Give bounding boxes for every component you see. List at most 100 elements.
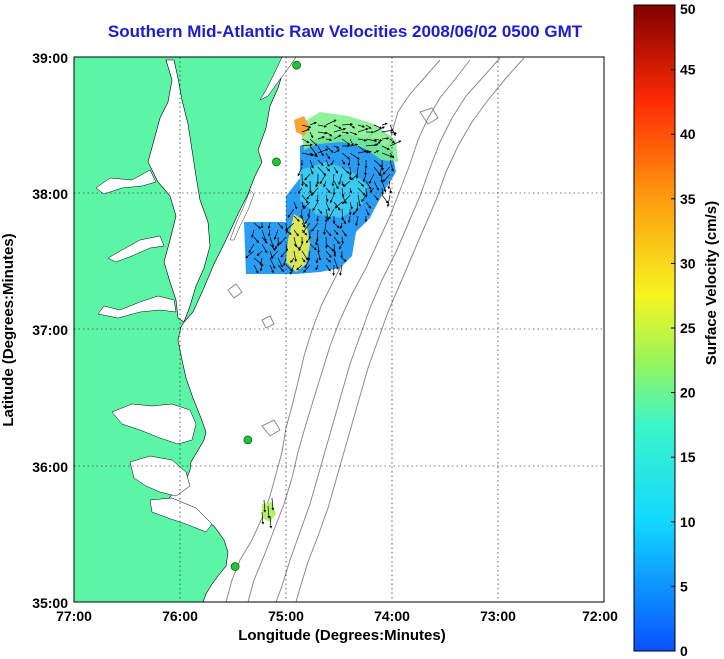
velocity-arrow	[389, 140, 402, 147]
velocity-arrow	[270, 250, 279, 259]
velocity-arrow	[300, 208, 303, 219]
albemarle-sound	[111, 403, 197, 445]
velocity-field-orange	[294, 116, 310, 136]
velocity-arrow	[304, 215, 311, 225]
velocity-arrow	[373, 194, 379, 201]
velocity-arrow	[269, 515, 273, 529]
plot-frame	[73, 56, 605, 603]
velocity-arrow	[301, 180, 308, 187]
velocity-arrow	[301, 257, 306, 263]
velocity-arrow	[325, 236, 328, 249]
grid	[74, 57, 604, 602]
velocity-arrow	[333, 257, 339, 270]
velocity-arrow	[325, 250, 332, 258]
radar-station-marker	[243, 435, 253, 445]
velocity-field-green	[300, 112, 398, 162]
velocity-arrow	[381, 159, 384, 171]
velocity-arrow	[311, 222, 319, 232]
velocity-arrow	[373, 126, 385, 133]
velocity-arrow	[315, 264, 319, 271]
velocity-arrow	[365, 208, 370, 216]
velocity-arrow	[316, 215, 320, 222]
velocity-arrow	[317, 166, 326, 176]
velocity-arrow	[365, 180, 372, 190]
x-tick-label: 76:00	[162, 608, 198, 624]
velocity-arrow	[302, 222, 311, 234]
velocity-arrow	[301, 138, 310, 143]
velocity-arrow	[333, 229, 339, 236]
velocity-arrow	[349, 124, 356, 129]
velocity-arrow	[293, 201, 298, 210]
velocity-arrow	[365, 124, 372, 129]
velocity-arrow	[365, 150, 372, 154]
velocity-arrow	[306, 236, 311, 244]
velocity-arrow	[373, 138, 383, 142]
velocity-arrow	[309, 145, 318, 157]
velocity-arrow	[341, 131, 350, 135]
velocity-arrow	[287, 208, 295, 218]
velocity-arrow	[381, 137, 390, 140]
y-tick-label: 37:00	[32, 322, 68, 338]
velocity-arrow	[297, 166, 303, 177]
velocity-arrow	[269, 257, 276, 270]
velocity-arrow	[261, 229, 267, 242]
velocity-arrow	[301, 152, 314, 157]
velocity-arrow	[301, 173, 304, 187]
velocity-arrow	[317, 159, 324, 167]
velocity-arrow	[341, 194, 347, 205]
x-tick-label: 72:00	[582, 608, 618, 624]
velocity-arrow	[389, 131, 398, 135]
velocity-arrow	[301, 143, 313, 147]
velocity-arrow	[301, 250, 309, 261]
velocity-arrow	[261, 236, 268, 244]
velocity-arrow	[301, 229, 308, 236]
velocity-arrow	[253, 264, 259, 274]
velocity-arrow	[330, 159, 335, 166]
velocity-arrow	[357, 187, 366, 196]
colorbar-tick-label: 50	[680, 1, 696, 17]
velocity-arrow	[316, 194, 319, 203]
velocity-arrow	[341, 122, 354, 126]
velocity-arrow	[368, 173, 375, 184]
velocity-arrow	[381, 180, 387, 193]
velocity-arrow	[333, 243, 337, 255]
velocity-arrow	[341, 159, 346, 165]
velocity-arrow	[349, 131, 358, 136]
velocity-arrow	[279, 236, 287, 245]
velocity-arrow	[312, 201, 319, 212]
velocity-arrow	[333, 166, 338, 174]
velocity-arrow	[364, 166, 367, 176]
velocity-arrow	[293, 229, 299, 237]
colorbar-tick-label: 15	[680, 449, 696, 465]
colorbar-ticks: 0 5 10 15 20 25 30 35 40 45 50	[671, 1, 696, 659]
velocity-arrow	[298, 243, 303, 252]
x-tick-labels: 77:00 76:00 75:00 74:00 73:00 72:00	[56, 608, 618, 624]
velocity-arrow	[301, 124, 312, 129]
velocity-arrow	[357, 145, 367, 153]
velocity-arrow	[357, 150, 370, 154]
velocity-arrow	[325, 131, 333, 137]
y-axis-label: Latitude (Degrees:Minutes)	[0, 233, 17, 426]
james-river	[97, 295, 177, 319]
velocity-arrow	[347, 215, 351, 224]
velocity-arrow	[267, 505, 271, 519]
velocity-arrow	[349, 201, 353, 210]
velocity-arrow	[355, 166, 359, 179]
velocity-arrow	[248, 243, 255, 254]
velocity-arrow	[277, 264, 284, 273]
velocity-arrow	[323, 180, 327, 188]
velocity-arrow	[361, 194, 367, 203]
velocity-arrow	[325, 257, 332, 263]
velocity-arrow	[315, 257, 319, 264]
velocity-arrow	[325, 145, 334, 153]
radar-station-marker	[292, 60, 302, 70]
velocity-arrow	[357, 138, 367, 142]
velocity-arrow	[349, 143, 359, 147]
velocity-arrow	[381, 122, 388, 126]
velocity-arrow	[325, 152, 330, 160]
velocity-arrow	[325, 138, 333, 142]
velocity-arrow	[373, 180, 379, 191]
velocity-arrow	[263, 499, 267, 513]
velocity-arrow	[365, 201, 372, 209]
velocity-arrow	[341, 229, 347, 237]
